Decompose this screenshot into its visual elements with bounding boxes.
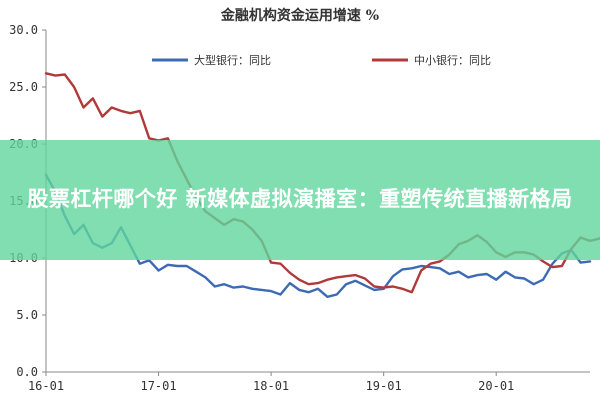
x-axis-ticks: 16-01 17-01 18-01 19-01 20-01 (28, 372, 514, 393)
legend: 大型银行：同比 中小银行：同比 (152, 53, 491, 67)
x-tick-label: 17-01 (140, 379, 176, 393)
y-tick-label: 30.0 (9, 23, 38, 37)
x-tick-label: 18-01 (253, 379, 289, 393)
chart-title: 金融机构资金运用增速 % (220, 7, 379, 24)
x-tick-label: 20-01 (478, 379, 514, 393)
legend-label-large-banks: 大型银行：同比 (194, 53, 271, 67)
headline-banner: 股票杠杆哪个好 新媒体虚拟演播室：重塑传统直播新格局 (0, 140, 600, 260)
y-tick-label: 0.0 (16, 365, 38, 379)
y-tick-label: 25.0 (9, 80, 38, 94)
legend-label-small-medium-banks: 中小银行：同比 (414, 53, 491, 67)
headline-text: 股票杠杆哪个好 新媒体虚拟演播室：重塑传统直播新格局 (27, 187, 573, 212)
x-tick-label: 19-01 (366, 379, 402, 393)
x-tick-label: 16-01 (28, 379, 64, 393)
y-tick-label: 5.0 (16, 308, 38, 322)
